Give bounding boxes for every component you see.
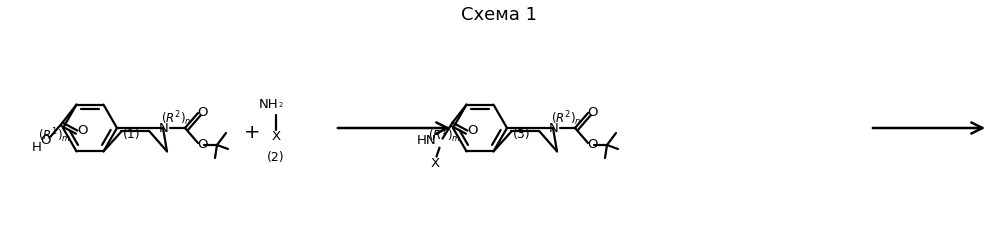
Text: X: X [271,130,280,144]
Text: $(R^1)_m$: $(R^1)_m$ [38,126,72,145]
Text: H: H [32,141,42,154]
Text: HN: HN [417,134,436,147]
Text: (2): (2) [267,151,284,165]
Text: N: N [549,121,559,135]
Text: X: X [431,157,440,170]
Text: Схема 1: Схема 1 [461,6,537,24]
Text: $(R^2)_n$: $(R^2)_n$ [552,109,582,128]
Text: $_2$: $_2$ [278,100,283,110]
Text: $(R^1)_m$: $(R^1)_m$ [428,126,461,145]
Text: O: O [198,106,209,119]
Text: N: N [159,121,169,135]
Text: (1): (1) [123,128,141,141]
Text: +: + [244,122,260,142]
Text: $(R^2)_n$: $(R^2)_n$ [162,109,192,128]
Text: O: O [40,134,51,147]
Text: O: O [198,137,209,151]
Text: NH: NH [258,98,278,112]
Text: O: O [467,124,478,137]
Text: O: O [588,137,598,151]
Text: O: O [588,106,598,119]
Text: (3): (3) [513,128,530,141]
Text: O: O [77,124,88,137]
